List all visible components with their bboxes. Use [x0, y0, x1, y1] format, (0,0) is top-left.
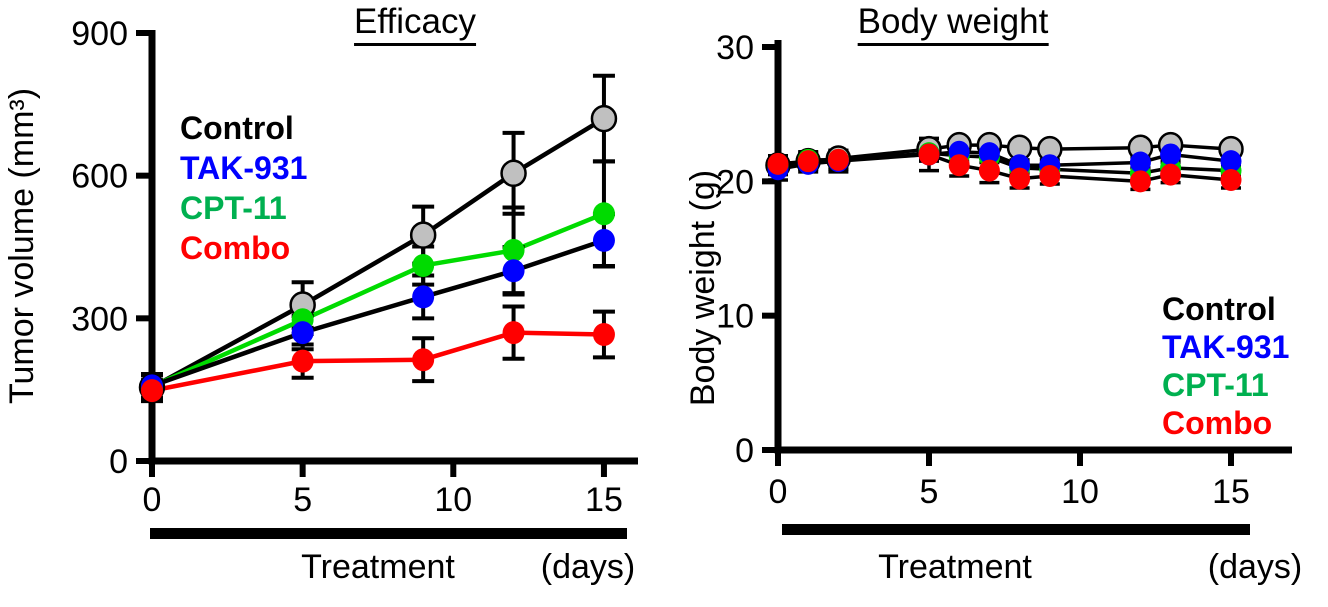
marker-combo — [1160, 163, 1182, 186]
bodyweight-title: Body weight — [857, 2, 1049, 46]
marker-combo — [592, 323, 615, 347]
marker-tak-931 — [978, 142, 1000, 165]
marker-control — [500, 159, 527, 188]
y-tick-label: 600 — [71, 158, 128, 196]
marker-combo — [1220, 168, 1242, 191]
x-tick-label: 5 — [920, 473, 939, 511]
legend-item-cpt11: CPT-11 — [180, 190, 287, 226]
days-unit-label-bodyweight: (days) — [1207, 548, 1303, 586]
marker-combo — [918, 143, 940, 166]
efficacy-y-axis-label: Tumor volume (mm³) — [3, 87, 41, 405]
legend-item-combo: Combo — [1162, 405, 1273, 441]
x-tick-label: 5 — [293, 481, 312, 519]
y-tick-label: 0 — [735, 432, 754, 470]
marker-tak-931 — [592, 228, 615, 252]
y-tick-label: 30 — [716, 29, 754, 67]
marker-combo — [827, 148, 849, 171]
marker-combo — [502, 321, 525, 345]
marker-control — [590, 104, 618, 133]
legend-item-control: Control — [180, 110, 294, 146]
x-tick-label: 10 — [1061, 473, 1099, 511]
marker-combo — [767, 152, 789, 175]
days-unit-label-efficacy: (days) — [540, 548, 636, 586]
bodyweight-legend: Control TAK-931 CPT-11 Combo — [1162, 290, 1289, 442]
bodyweight-y-axis-label: Body weight (g) — [684, 169, 722, 407]
marker-tak-931 — [291, 321, 314, 345]
marker-tak-931 — [1220, 150, 1242, 173]
legend-item-control: Control — [1162, 291, 1276, 327]
x-tick-label: 15 — [1212, 473, 1250, 511]
x-tick-label: 10 — [434, 481, 472, 519]
marker-combo — [412, 348, 435, 372]
treatment-bar-bodyweight — [782, 524, 1250, 535]
marker-combo — [141, 379, 163, 403]
legend-item-tak931: TAK-931 — [180, 150, 308, 186]
marker-control — [409, 221, 437, 249]
marker-combo — [1009, 167, 1031, 190]
x-tick-label: 15 — [585, 481, 623, 519]
treatment-label-efficacy: Treatment — [301, 548, 455, 586]
y-tick-label: 0 — [109, 443, 128, 481]
x-tick-label: 0 — [769, 473, 788, 511]
marker-cpt-11 — [412, 254, 435, 278]
efficacy-title: Efficacy — [354, 2, 476, 46]
treatment-bar-efficacy — [150, 528, 627, 539]
treatment-label-bodyweight: Treatment — [878, 548, 1032, 586]
y-tick-label: 900 — [71, 15, 128, 53]
marker-combo — [978, 159, 1000, 182]
marker-tak-931 — [412, 285, 435, 309]
marker-combo — [291, 349, 314, 373]
y-tick-label: 300 — [71, 300, 128, 338]
y-tick-label: 10 — [716, 298, 754, 336]
marker-combo — [948, 154, 970, 177]
legend-item-tak931: TAK-931 — [1162, 329, 1290, 365]
efficacy-legend: Control TAK-931 CPT-11 Combo — [180, 108, 307, 268]
legend-item-combo: Combo — [180, 230, 291, 266]
marker-combo — [1129, 170, 1151, 193]
bodyweight-title-text: Body weight — [857, 2, 1049, 46]
marker-cpt-11 — [592, 202, 615, 226]
legend-item-cpt11: CPT-11 — [1162, 367, 1269, 403]
y-tick-label: 20 — [716, 163, 754, 201]
efficacy-title-text: Efficacy — [354, 2, 476, 46]
marker-tak-931 — [502, 259, 525, 283]
marker-combo — [1039, 164, 1061, 187]
marker-cpt-11 — [502, 238, 525, 262]
marker-combo — [797, 150, 819, 173]
marker-tak-931 — [1160, 143, 1182, 166]
marker-tak-931 — [1129, 151, 1151, 174]
x-tick-label: 0 — [143, 481, 162, 519]
